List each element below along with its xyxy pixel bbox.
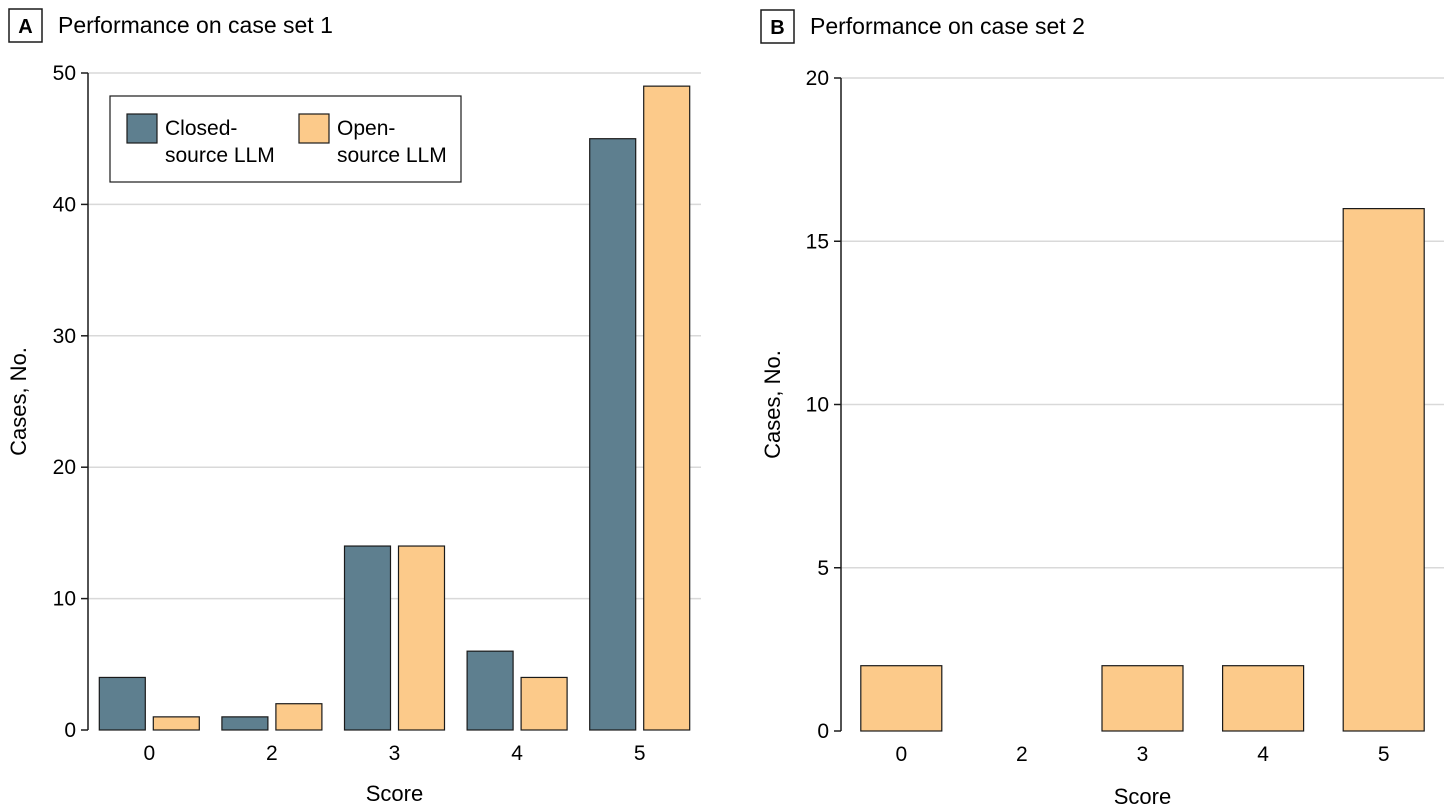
panel-b-x-tick-label: 2 bbox=[1016, 743, 1028, 766]
panel-a-bar-closed-score-4 bbox=[466, 650, 514, 731]
panel-b-header: B Performance on case set 2 bbox=[760, 9, 1085, 44]
panel-a-y-tick-label: 50 bbox=[53, 62, 76, 85]
panel-a-bar-open-score-5 bbox=[643, 85, 691, 731]
panel-a-legend: Closed-source LLM Open-source LLM bbox=[109, 95, 462, 183]
panel-a-bar-closed-score-5 bbox=[589, 138, 637, 731]
panel-a-x-tick-label: 4 bbox=[511, 742, 523, 765]
panel-a-y-tick-label: 10 bbox=[53, 588, 76, 611]
panel-b-letter: B bbox=[770, 17, 784, 39]
panel-b-y-tick-label: 10 bbox=[806, 394, 829, 417]
panel-a-legend-label-open: Open- bbox=[337, 117, 395, 140]
panel-b-y-tick-label: 5 bbox=[817, 557, 829, 580]
panel-a-bar-closed-score-0 bbox=[98, 676, 146, 731]
panel-a-label-box bbox=[8, 8, 43, 43]
panel-b-title: Performance on case set 2 bbox=[810, 13, 1085, 39]
panel-a-bar-open-score-0 bbox=[152, 716, 200, 731]
panel-a-legend-label-open: source LLM bbox=[337, 144, 447, 167]
panel-a-x-tick-label: 3 bbox=[389, 742, 401, 765]
panel-a-chart: 0 10 20 30 40 50 Cases, No. 0 2 3 4 5 Score Closed-so… bbox=[6, 62, 701, 806]
panel-a-bar-open-score-3 bbox=[397, 545, 446, 731]
panel-a-legend-swatch-closed bbox=[126, 113, 158, 144]
panel-a-letter: A bbox=[18, 16, 32, 38]
panel-b-y-axis-title: Cases, No. bbox=[760, 350, 785, 459]
panel-a-title: Performance on case set 1 bbox=[58, 12, 333, 38]
panel-b-label-box bbox=[760, 9, 795, 44]
panel-a-bar-closed-score-3 bbox=[343, 545, 392, 731]
panel-a-x-tick-label: 0 bbox=[143, 742, 155, 765]
panel-a-y-tick-label: 30 bbox=[53, 325, 76, 348]
panel-b-x-tick-label: 3 bbox=[1137, 743, 1149, 766]
panel-a-x-axis-title: Score bbox=[366, 781, 423, 806]
panel-a-legend-label-closed: Closed- bbox=[165, 117, 237, 140]
panel-a-y-tick-label: 20 bbox=[53, 456, 76, 479]
panel-b-x-tick-label: 0 bbox=[895, 743, 907, 766]
panel-a-bar-open-score-2 bbox=[275, 703, 323, 731]
panel-b-bar-open-score-3 bbox=[1101, 665, 1184, 732]
panel-a-legend-swatch-open bbox=[298, 113, 330, 144]
panel-b-chart: 0 5 10 15 20 Cases, No. 0 2 3 4 5 Score bbox=[760, 67, 1444, 809]
panel-a-bar-closed-score-2 bbox=[221, 716, 269, 731]
panel-a-y-tick-label: 0 bbox=[64, 719, 76, 742]
panel-a-legend-label-closed: source LLM bbox=[165, 144, 275, 167]
panel-b-x-tick-label: 5 bbox=[1378, 743, 1390, 766]
panel-b-bar-open-score-5 bbox=[1342, 208, 1425, 732]
panel-b-x-tick-label: 4 bbox=[1257, 743, 1269, 766]
panel-a-header: A Performance on case set 1 bbox=[8, 8, 333, 43]
panel-a-bar-open-score-4 bbox=[520, 676, 568, 731]
panel-b-y-tick-label: 20 bbox=[806, 67, 829, 90]
panel-b-bar-open-score-4 bbox=[1221, 665, 1305, 732]
panel-a-x-tick-label: 2 bbox=[266, 742, 278, 765]
panel-b-y-tick-label: 0 bbox=[817, 720, 829, 743]
panel-a-y-tick-label: 40 bbox=[53, 193, 76, 216]
panel-b-x-axis-title: Score bbox=[1114, 784, 1171, 809]
panel-b-y-tick-label: 15 bbox=[806, 230, 829, 253]
panel-a-x-tick-label: 5 bbox=[634, 742, 646, 765]
panel-b-bar-open-score-0 bbox=[860, 665, 943, 732]
panel-a-y-axis-title: Cases, No. bbox=[6, 347, 31, 456]
panel-a-legend-frame bbox=[109, 95, 462, 183]
